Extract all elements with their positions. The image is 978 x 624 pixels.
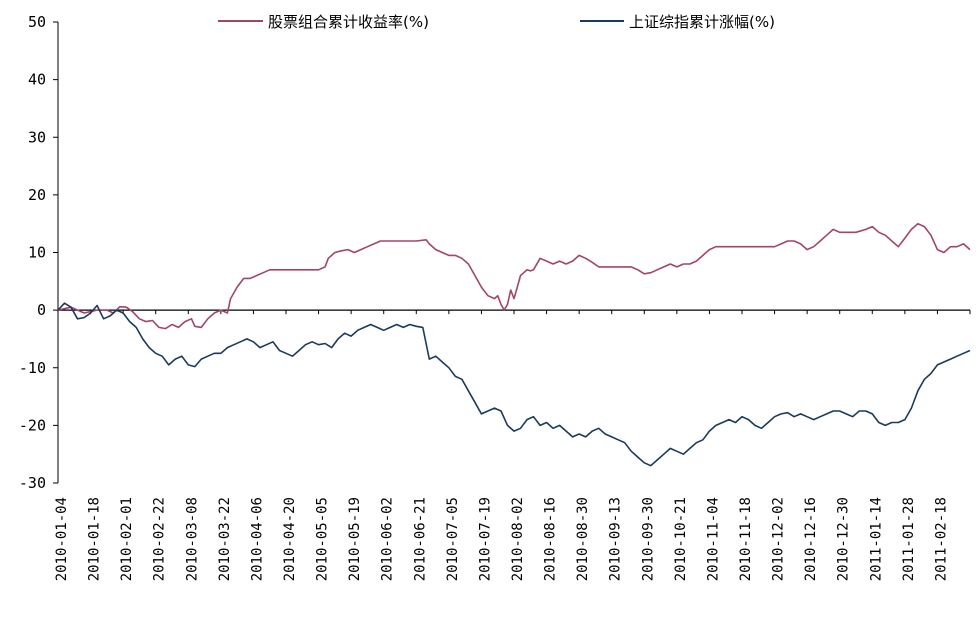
x-tick-label: 2010-02-01 bbox=[119, 497, 135, 581]
x-tick-label: 2010-12-16 bbox=[803, 497, 819, 581]
series-line-portfolio bbox=[57, 222, 971, 330]
x-tick-label: 2010-11-04 bbox=[705, 497, 721, 581]
x-tick-label: 2010-09-30 bbox=[640, 497, 656, 581]
x-tick-label: 2010-07-19 bbox=[477, 497, 493, 581]
x-tick-label: 2010-06-21 bbox=[412, 497, 428, 581]
x-tick-label: 2010-04-06 bbox=[249, 497, 265, 581]
legend-label-index: 上证综指累计涨幅(%) bbox=[629, 13, 775, 31]
x-tick-label: 2010-01-04 bbox=[54, 497, 70, 581]
x-tick-label: 2011-01-28 bbox=[901, 497, 917, 581]
x-tick-label: 2011-02-18 bbox=[933, 497, 949, 581]
x-tick-label: 2010-08-02 bbox=[510, 497, 526, 581]
x-tick-label: 2010-03-08 bbox=[184, 497, 200, 581]
y-tick-label: 10 bbox=[28, 244, 46, 262]
legend-label-portfolio: 股票组合累计收益率(%) bbox=[268, 13, 429, 31]
x-tick-label: 2010-10-21 bbox=[673, 497, 689, 581]
x-tick-label: 2010-07-05 bbox=[445, 497, 461, 581]
x-tick-label: 2010-08-16 bbox=[543, 497, 559, 581]
x-tick-label: 2010-02-22 bbox=[152, 497, 168, 581]
x-tick-label: 2010-03-22 bbox=[217, 497, 233, 581]
legend: 股票组合累计收益率(%) 上证综指累计涨幅(%) bbox=[218, 13, 775, 31]
y-tick-label: 40 bbox=[28, 71, 46, 89]
series-line-index bbox=[57, 302, 971, 467]
x-tick-label: 2010-08-30 bbox=[575, 497, 591, 581]
x-tick-label: 2011-01-14 bbox=[868, 497, 884, 581]
x-tick-label: 2010-01-18 bbox=[87, 497, 103, 581]
axes: -30 -20 -10 0 10 20 30 40 50 2010-01-04 2010-01-18… bbox=[19, 13, 971, 581]
x-tick-label: 2010-12-30 bbox=[836, 497, 852, 581]
y-tick-label: 0 bbox=[37, 301, 46, 319]
y-tick-label: 30 bbox=[28, 128, 46, 146]
x-tick-label: 2010-05-05 bbox=[315, 497, 331, 581]
x-tick-label: 2010-12-02 bbox=[771, 497, 787, 581]
x-tick-label: 2010-11-18 bbox=[738, 497, 754, 581]
series-lines bbox=[57, 222, 971, 467]
y-tick-label: 20 bbox=[28, 186, 46, 204]
y-tick-label: -20 bbox=[19, 416, 46, 434]
x-tick-label: 2010-04-20 bbox=[282, 497, 298, 581]
x-tick-label: 2010-05-19 bbox=[347, 497, 363, 581]
y-tick-label: 50 bbox=[28, 13, 46, 31]
x-tick-label: 2010-06-02 bbox=[380, 497, 396, 581]
y-tick-label: -30 bbox=[19, 474, 46, 492]
y-tick-label: -10 bbox=[19, 359, 46, 377]
x-tick-label: 2010-09-13 bbox=[608, 497, 624, 581]
